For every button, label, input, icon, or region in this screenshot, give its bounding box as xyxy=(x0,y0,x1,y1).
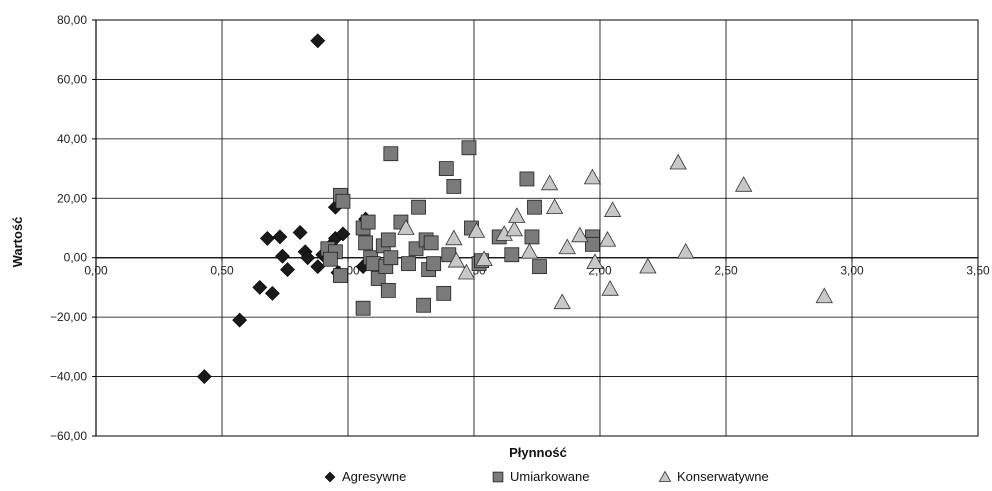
data-point xyxy=(322,251,338,267)
data-point xyxy=(519,171,535,187)
data-point xyxy=(447,251,466,268)
data-point xyxy=(416,297,432,313)
data-point xyxy=(300,250,316,266)
data-point xyxy=(603,201,622,217)
plot-border xyxy=(95,19,979,437)
legend-label: Konserwatywne xyxy=(677,469,769,484)
data-point xyxy=(411,199,426,215)
data-point xyxy=(280,262,295,278)
data-point xyxy=(423,235,439,251)
y-tick-label: 0,00 xyxy=(64,251,88,265)
data-point xyxy=(426,256,442,272)
data-point xyxy=(397,219,415,235)
data-point xyxy=(360,214,376,230)
data-point xyxy=(585,236,600,252)
x-tick-label: 2,50 xyxy=(714,264,738,278)
legend-marker xyxy=(658,470,672,482)
data-point xyxy=(571,226,589,243)
data-point xyxy=(264,285,280,301)
x-tick-label: 0,50 xyxy=(210,264,234,278)
data-point xyxy=(310,259,326,275)
data-point xyxy=(438,161,454,176)
data-point xyxy=(524,229,540,245)
data-point xyxy=(252,280,268,295)
x-tick-label: 3,50 xyxy=(966,264,990,278)
legend-marker xyxy=(492,471,504,483)
legend-item-umiarkowane: Umiarkowane xyxy=(492,469,589,484)
data-point xyxy=(446,178,462,194)
data-point xyxy=(292,225,308,240)
y-tick-label: −20,00 xyxy=(50,310,87,324)
y-axis-title: Wartość xyxy=(10,217,25,268)
y-tick-label: −40,00 xyxy=(50,370,87,384)
data-point xyxy=(457,263,476,280)
data-point xyxy=(815,287,833,304)
data-point xyxy=(527,199,542,215)
data-point xyxy=(545,198,564,215)
data-point xyxy=(553,293,571,310)
y-tick-labels: 80,00 60,00 40,00 20,00 0,00 −20,00 −40,00 −60,… xyxy=(50,13,87,443)
plot-area xyxy=(95,19,979,437)
data-point xyxy=(467,222,486,238)
legend-label: Agresywne xyxy=(342,469,406,484)
data-point xyxy=(505,220,523,237)
y-tick-label: 40,00 xyxy=(57,132,87,146)
data-point xyxy=(475,250,493,267)
data-point xyxy=(275,248,290,264)
legend-item-konserwatywne: Konserwatywne xyxy=(658,469,769,484)
data-point xyxy=(532,259,547,275)
series-umiarkowane xyxy=(320,140,600,316)
data-point xyxy=(445,229,463,246)
data-points xyxy=(196,33,833,384)
data-point xyxy=(601,280,619,296)
data-point xyxy=(436,285,452,301)
data-point xyxy=(461,140,477,156)
data-point xyxy=(370,271,386,286)
y-tick-label: 80,00 xyxy=(57,13,87,27)
data-point xyxy=(380,282,396,298)
data-point xyxy=(358,235,374,251)
y-tick-label: −60,00 xyxy=(50,429,87,443)
x-tick-label: 3,00 xyxy=(840,264,864,278)
data-point xyxy=(272,229,288,245)
data-point xyxy=(540,174,559,191)
data-point xyxy=(639,257,657,274)
data-point xyxy=(355,300,371,316)
data-point xyxy=(310,33,326,49)
data-point xyxy=(259,230,275,246)
data-point xyxy=(401,256,416,272)
data-point xyxy=(520,242,539,259)
data-point xyxy=(734,176,753,192)
data-point xyxy=(598,231,617,247)
data-point xyxy=(335,193,351,209)
y-tick-label: 20,00 xyxy=(57,191,87,205)
data-point xyxy=(558,238,576,255)
legend-label: Umiarkowane xyxy=(510,469,589,484)
data-point xyxy=(383,250,399,266)
x-axis-title: Płynność xyxy=(509,445,567,460)
legend: Agresywne Umiarkowane Konserwatywne xyxy=(324,469,769,484)
legend-marker xyxy=(324,471,336,483)
data-point xyxy=(335,226,351,242)
data-point xyxy=(365,256,381,272)
y-tick-label: 60,00 xyxy=(57,72,87,86)
data-point xyxy=(196,369,212,384)
data-point xyxy=(669,153,687,170)
data-point xyxy=(508,207,526,223)
x-tick-label: 0,00 xyxy=(84,264,108,278)
data-point xyxy=(586,253,604,269)
data-point xyxy=(232,312,248,328)
data-point xyxy=(380,232,396,248)
data-point xyxy=(583,168,602,185)
data-point xyxy=(504,247,520,263)
series-konserwatywne xyxy=(397,153,833,310)
data-point xyxy=(333,268,348,283)
legend-item-agresywne: Agresywne xyxy=(324,469,406,484)
data-point xyxy=(677,242,695,259)
data-point xyxy=(383,146,399,162)
